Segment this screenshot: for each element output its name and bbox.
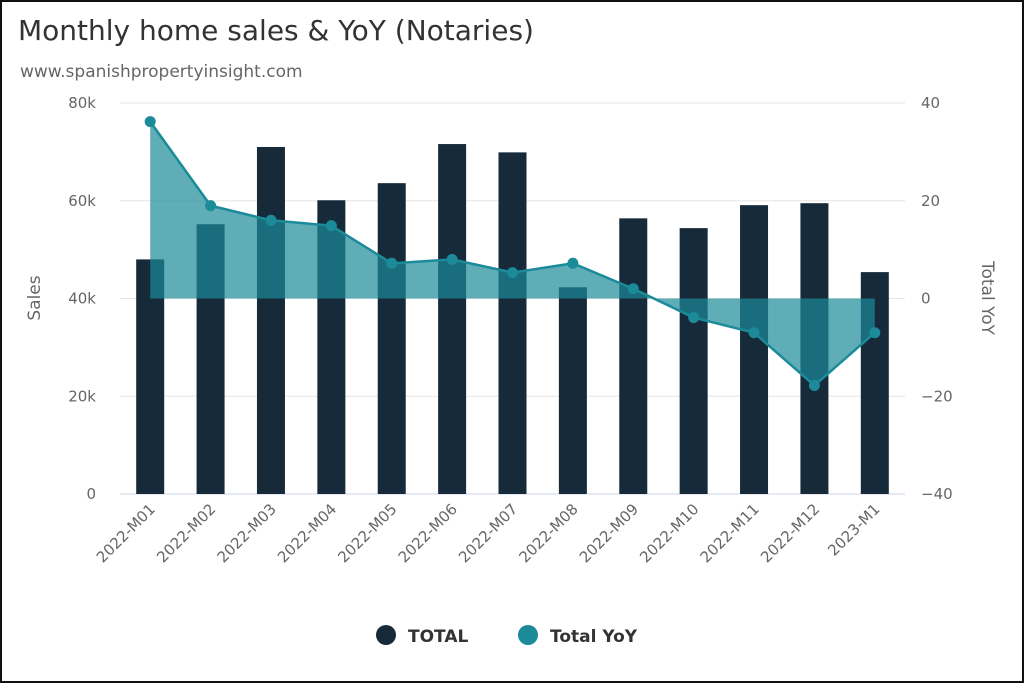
yoy-point [627,283,639,295]
chart-subtitle: www.spanishpropertyinsight.com [20,62,303,82]
yoy-point [567,257,579,269]
bar-total [558,287,587,494]
bar-total [438,144,467,494]
y2-tick-label: 20 [921,192,940,210]
yoy-point [386,257,398,269]
yoy-point [144,116,156,128]
yoy-point [325,220,337,232]
yoy-point [808,379,820,391]
y-tick-label: 20k [68,387,96,405]
legend-total-label: TOTAL [408,627,468,647]
yoy-point [507,267,518,279]
yoy-point [869,327,881,339]
y2-tick-label: 40 [921,94,940,112]
y2-tick-label: −20 [921,387,953,405]
y-tick-label: 80k [68,94,96,112]
x-tick-label: 2022-M07 [455,500,521,566]
yoy-point [748,327,760,339]
x-tick-label: 2022-M03 [214,500,280,566]
y2-tick-label: 0 [921,290,931,308]
x-tick-label: 2022-M10 [636,500,702,566]
chart-title: Monthly home sales & YoY (Notaries) [18,14,534,47]
yoy-point [265,214,277,226]
bar-total [256,146,285,495]
y-tick-label: 0 [86,485,96,503]
legend-yoy-label: Total YoY [550,627,638,647]
y2-axis-title: Total YoY [977,260,997,336]
x-tick-label: 2022-M05 [334,500,400,566]
x-tick-label: 2022-M09 [576,500,642,566]
bar-total [498,152,527,494]
yoy-area [150,121,875,386]
y-tick-label: 60k [68,192,96,210]
legend-total-marker [376,625,396,645]
yoy-point [446,253,458,265]
x-tick-label: 2022-M08 [516,500,582,566]
x-tick-label: 2022-M11 [697,500,763,566]
bar-total [740,205,769,494]
bar-total [377,183,406,494]
y-axis-title: Sales [25,275,45,320]
x-tick-label: 2022-M06 [395,500,461,566]
y2-tick-label: −40 [921,485,953,503]
legend-yoy-marker [518,625,538,645]
yoy-point [688,312,700,324]
x-tick-label: 2022-M04 [274,500,340,566]
bar-total [619,218,648,494]
yoy-point [205,200,217,212]
x-tick-label: 2022-M02 [153,500,219,566]
bar-total [679,228,708,494]
x-tick-label: 2022-M12 [757,500,823,566]
x-tick-label: 2022-M01 [93,500,159,566]
x-tick-label: 2023-M1 [824,500,883,559]
y-tick-label: 40k [68,290,96,308]
